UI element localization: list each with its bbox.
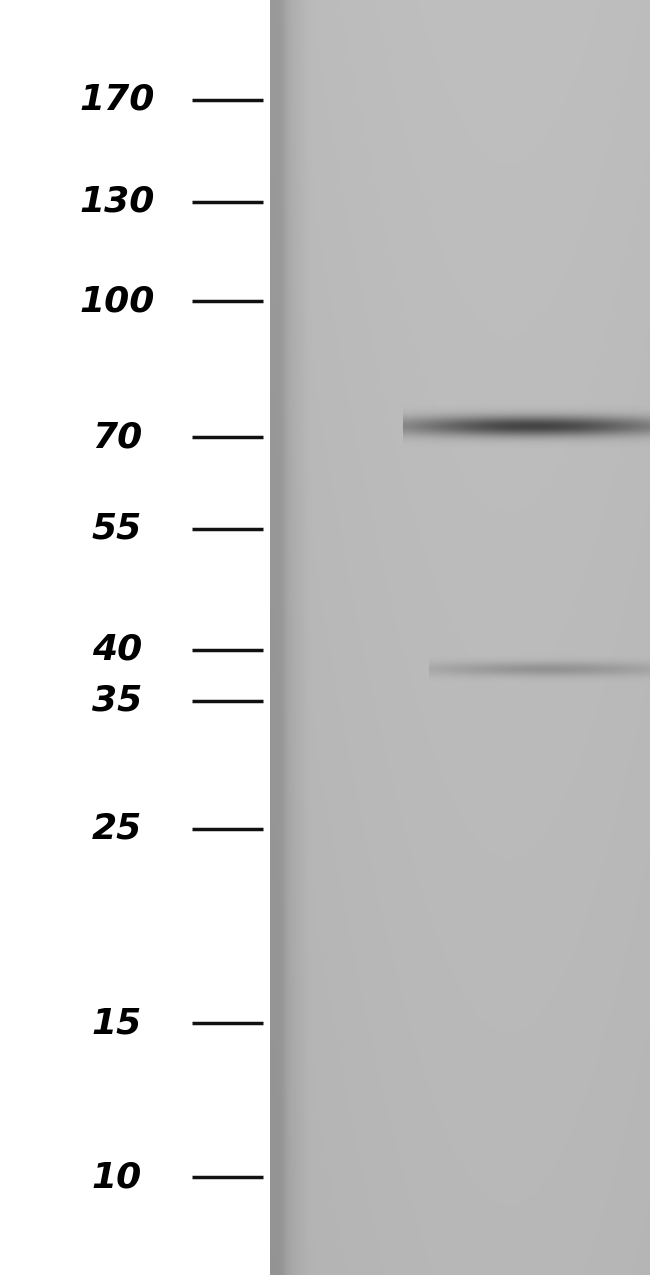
Text: 130: 130	[79, 185, 155, 218]
Text: 100: 100	[79, 284, 155, 319]
Text: 35: 35	[92, 683, 142, 718]
Text: 15: 15	[92, 1006, 142, 1040]
Text: 70: 70	[92, 419, 142, 454]
Text: 10: 10	[92, 1160, 142, 1195]
Text: 25: 25	[92, 812, 142, 845]
Text: 170: 170	[79, 83, 155, 116]
Text: 55: 55	[92, 511, 142, 546]
Text: 40: 40	[92, 632, 142, 667]
